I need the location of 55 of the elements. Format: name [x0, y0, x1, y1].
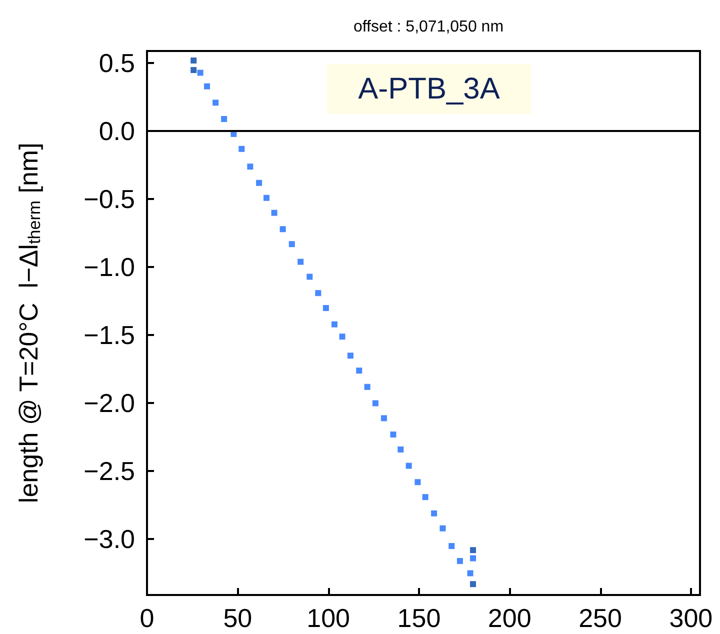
point — [448, 543, 455, 550]
x-tick-label: 200 — [488, 603, 532, 633]
y-tick-label: 0.0 — [98, 116, 135, 146]
point — [280, 226, 286, 232]
point — [315, 290, 322, 296]
point — [470, 547, 476, 554]
y-axis-title: length @ T=20°C l−Δltherm [nm] — [14, 142, 44, 504]
point — [263, 194, 270, 201]
point — [372, 400, 378, 406]
point — [380, 415, 387, 422]
x-tick-label: 50 — [223, 603, 252, 633]
point — [414, 479, 421, 486]
point — [331, 321, 338, 328]
point — [390, 432, 396, 438]
point — [356, 368, 362, 374]
point — [470, 555, 476, 562]
point — [271, 210, 278, 216]
x-tick-label: 0 — [140, 603, 154, 633]
point — [406, 462, 412, 469]
x-tick-label: 100 — [306, 603, 350, 633]
point — [470, 581, 476, 588]
point — [398, 446, 404, 452]
point — [256, 180, 262, 186]
point — [440, 525, 446, 532]
point — [190, 67, 197, 74]
point — [190, 58, 197, 64]
chart-title: offset : 5,071,050 nm — [353, 18, 504, 36]
y-tick-label: −1.5 — [84, 320, 135, 350]
point — [456, 558, 463, 564]
point — [306, 274, 313, 280]
point — [197, 70, 204, 76]
x-tick-label: 300 — [669, 603, 713, 633]
point — [422, 494, 428, 500]
y-tick-label: −2.0 — [84, 388, 135, 418]
annotation: A-PTB_3A — [358, 72, 500, 106]
point — [322, 305, 329, 312]
point — [221, 116, 228, 122]
point — [204, 83, 210, 90]
x-tick-label: 250 — [578, 603, 622, 633]
point — [247, 164, 254, 170]
y-tick-label: 0.5 — [98, 48, 135, 78]
y-tick-label: −0.5 — [84, 184, 135, 214]
x-tick-label: 150 — [397, 603, 441, 633]
y-tick-label: −2.5 — [84, 456, 135, 486]
point — [347, 352, 354, 359]
point — [238, 146, 245, 152]
point — [339, 334, 346, 340]
point — [298, 258, 304, 265]
y-tick-label: −1.0 — [84, 252, 135, 282]
point — [467, 570, 474, 576]
point — [212, 100, 219, 106]
point — [364, 384, 370, 390]
point — [288, 241, 295, 248]
y-tick-label: −3.0 — [84, 524, 135, 554]
point — [431, 510, 438, 516]
